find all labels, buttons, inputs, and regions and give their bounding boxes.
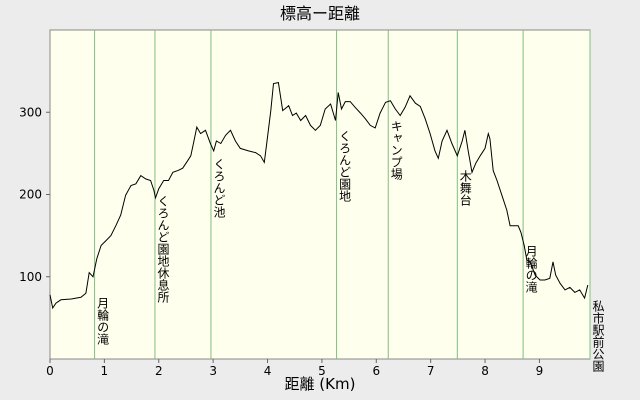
landmark-label: 月輪の滝 (524, 245, 538, 293)
landmark-label: くろんど園地 (338, 130, 352, 202)
landmark-label: くろんど池 (212, 158, 226, 218)
x-tick-label: 3 (209, 364, 217, 378)
landmark-label: 月輪の滝 (96, 297, 110, 345)
x-tick-label: 8 (481, 364, 489, 378)
plot-area (49, 29, 591, 360)
x-tick-label: 6 (372, 364, 380, 378)
y-tick-label: 200 (19, 188, 42, 202)
landmark-label: 私市駅前公園 (591, 300, 605, 372)
landmark-label: 木舞台 (458, 170, 472, 206)
x-tick-label: 2 (155, 364, 163, 378)
x-tick-label: 1 (101, 364, 109, 378)
x-tick-label: 7 (427, 364, 435, 378)
x-axis-label: 距離 (Km) (285, 375, 356, 393)
x-tick-label: 9 (536, 364, 544, 378)
profile-line (49, 82, 589, 310)
chart-title: 標高ー距離 (280, 4, 360, 23)
x-tick-label: 5 (318, 364, 326, 378)
y-tick-label: 100 (19, 270, 42, 284)
y-tick-label: 300 (19, 105, 42, 119)
landmark-label: キャンプ場 (389, 120, 403, 181)
landmark-label: くろんど園地休息所 (156, 195, 170, 303)
x-tick-label: 4 (264, 364, 272, 378)
x-tick-label: 0 (46, 364, 54, 378)
